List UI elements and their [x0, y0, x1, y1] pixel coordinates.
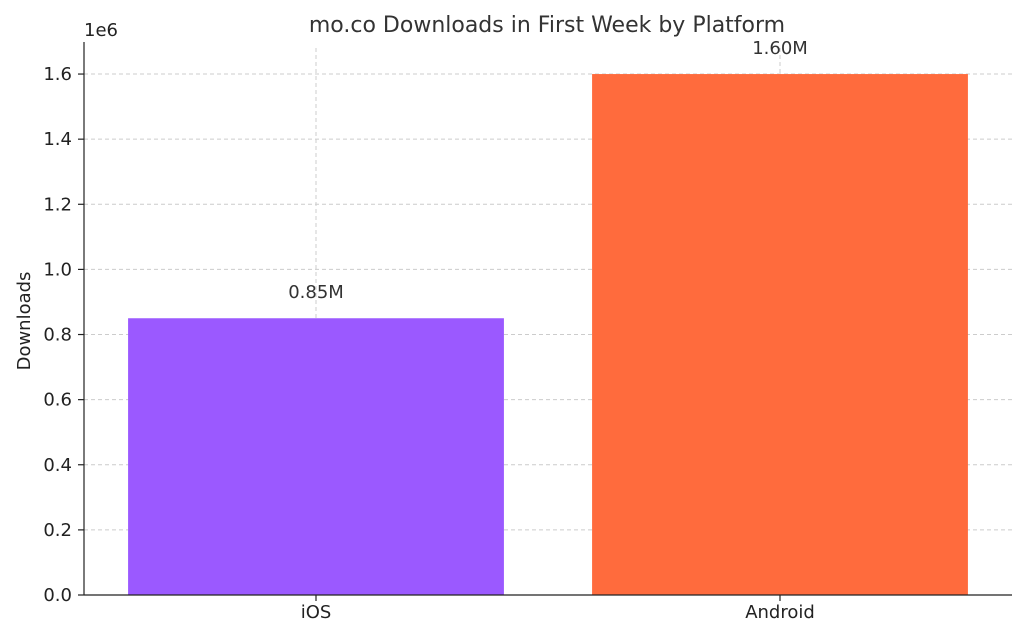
bar-ios	[128, 318, 504, 595]
y-tick-label: 0.2	[43, 520, 72, 541]
y-axis-offset-label: 1e6	[84, 20, 118, 41]
y-tick-label: 1.0	[43, 259, 72, 280]
y-axis-label: Downloads	[14, 272, 35, 371]
y-tick-label: 1.4	[43, 129, 72, 150]
chart-title: mo.co Downloads in First Week by Platfor…	[309, 13, 785, 38]
bar-android	[592, 74, 968, 596]
labels: 0.0 0.2 0.4 0.6 0.8 1.0 1.2 1.4 1.6 0.85M iOS 1.60M…	[43, 38, 814, 623]
data-label: 0.85M	[288, 282, 344, 303]
axes	[78, 42, 1012, 601]
y-tick-label: 0.0	[43, 585, 72, 606]
y-tick-label: 1.6	[43, 64, 72, 85]
bars	[128, 74, 968, 596]
y-tick-label: 1.2	[43, 194, 72, 215]
x-tick-label: iOS	[301, 602, 332, 623]
y-tick-label: 0.8	[43, 325, 72, 346]
x-tick-label: Android	[745, 602, 815, 623]
y-tick-label: 0.4	[43, 455, 72, 476]
y-tick-label: 0.6	[43, 390, 72, 411]
data-label: 1.60M	[752, 38, 808, 59]
